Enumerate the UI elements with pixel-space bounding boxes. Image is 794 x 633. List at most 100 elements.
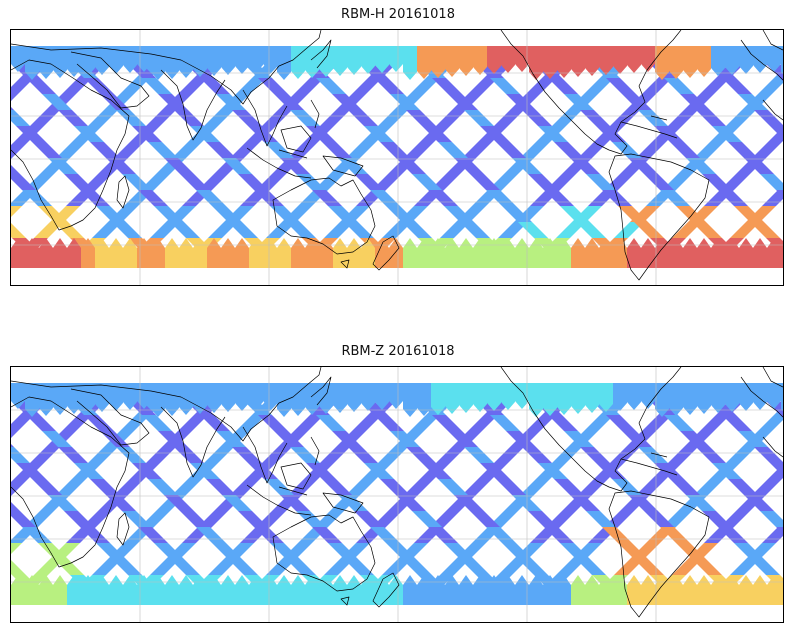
swath-segment — [142, 415, 172, 431]
swath-segment — [344, 222, 374, 238]
borneo-coastline — [280, 99, 320, 153]
swath-segment — [62, 415, 92, 431]
map-panel-rbm-z[interactable] — [10, 366, 784, 623]
north-band-cell — [487, 46, 501, 74]
swath-segment — [280, 158, 310, 174]
south-band-cell — [711, 238, 725, 268]
swath-segment — [380, 479, 410, 495]
swath-segment — [700, 415, 730, 431]
swath-segment — [258, 415, 288, 431]
south-band-cell — [333, 575, 347, 605]
map-panel-rbm-h[interactable] — [10, 29, 784, 286]
swath-segment — [322, 479, 352, 495]
swath-segment — [410, 78, 440, 94]
coastlines — [11, 30, 783, 281]
swath-segment — [348, 447, 378, 463]
swath-segment — [754, 447, 783, 463]
swath-segment — [734, 206, 764, 222]
swath-segment — [38, 206, 68, 222]
swath-segment — [258, 78, 288, 94]
south-band-cell — [95, 575, 109, 605]
swath-segment — [670, 479, 700, 495]
south-band-cell — [725, 238, 739, 268]
swath-segment — [614, 222, 644, 238]
south-band-cell — [585, 575, 599, 605]
north-band-cell — [683, 383, 697, 415]
swath-segment — [612, 479, 642, 495]
swath-segment — [560, 206, 590, 222]
swath-segment — [406, 447, 436, 463]
swath-segment — [642, 78, 672, 94]
swath-segment — [462, 142, 492, 158]
north-band-cell — [627, 383, 641, 410]
south-band-cell — [459, 575, 473, 605]
swath-segment — [752, 142, 782, 158]
south-band-cell — [151, 575, 165, 605]
swath-segment — [316, 78, 346, 94]
swath-segment — [700, 78, 730, 94]
swath-segment — [64, 174, 94, 190]
swath-segment — [42, 94, 72, 110]
swath-segment — [554, 142, 584, 158]
swath-segment — [32, 142, 62, 158]
south-band-cell — [179, 575, 193, 605]
swath-segment — [614, 559, 644, 575]
swath-segment — [692, 559, 722, 575]
indonesia-coastline — [246, 147, 312, 179]
swath-segment — [322, 142, 352, 158]
swath-segment — [670, 142, 700, 158]
tasmania-coastline — [340, 259, 350, 269]
south-band-cell — [669, 238, 683, 268]
south-band-cell — [123, 575, 137, 605]
swath-segment — [364, 126, 394, 142]
south-america-coastline — [608, 490, 710, 618]
north-band-cell — [697, 46, 711, 77]
swath-segment — [348, 110, 378, 126]
swath-segment — [726, 110, 756, 126]
new-guinea-coastline — [322, 492, 364, 514]
south-band-cell — [39, 575, 53, 605]
swath-segment — [506, 94, 536, 110]
south-band-cell — [361, 575, 375, 605]
japan-coastline — [310, 39, 332, 69]
south-band-cell — [53, 238, 67, 268]
south-band-cell — [25, 238, 39, 268]
south-band-cell — [431, 575, 445, 605]
swath-segment — [586, 174, 616, 190]
north-band-cell — [445, 46, 459, 77]
swath-segment — [522, 447, 552, 463]
swath-segment — [522, 110, 552, 126]
north-band-cell — [291, 46, 305, 79]
south-band-cell — [235, 575, 249, 605]
swath-segment — [638, 110, 668, 126]
south-band-cell — [291, 238, 305, 268]
south-band-cell — [627, 238, 641, 268]
swath-segment — [208, 559, 238, 575]
swath-segment — [290, 110, 320, 126]
eurasia-coastline — [11, 30, 322, 105]
swath-segment — [346, 479, 376, 495]
swath-segment — [382, 222, 412, 238]
swath-segment — [236, 415, 266, 431]
swath-segment — [636, 142, 666, 158]
swath-segment — [404, 142, 434, 158]
swath-segment — [642, 415, 672, 431]
north-band-cell — [109, 46, 123, 74]
north-band-cell — [221, 383, 235, 412]
north-band-cell — [725, 383, 739, 412]
south-band-cell — [249, 575, 263, 605]
swath-segment — [460, 222, 490, 238]
swath-segment — [190, 463, 220, 479]
swath-segment — [402, 222, 432, 238]
south-band-cell — [725, 575, 739, 605]
swath-segment — [174, 110, 204, 126]
swath-segment — [288, 142, 318, 158]
swath-segment — [230, 142, 260, 158]
swath-segment — [734, 543, 764, 559]
swath-segment — [172, 142, 202, 158]
swath-segment — [96, 543, 126, 559]
south-band-cell — [137, 238, 151, 268]
india-coastline — [160, 406, 226, 478]
swath-segment — [154, 206, 184, 222]
swath-segment — [74, 463, 104, 479]
